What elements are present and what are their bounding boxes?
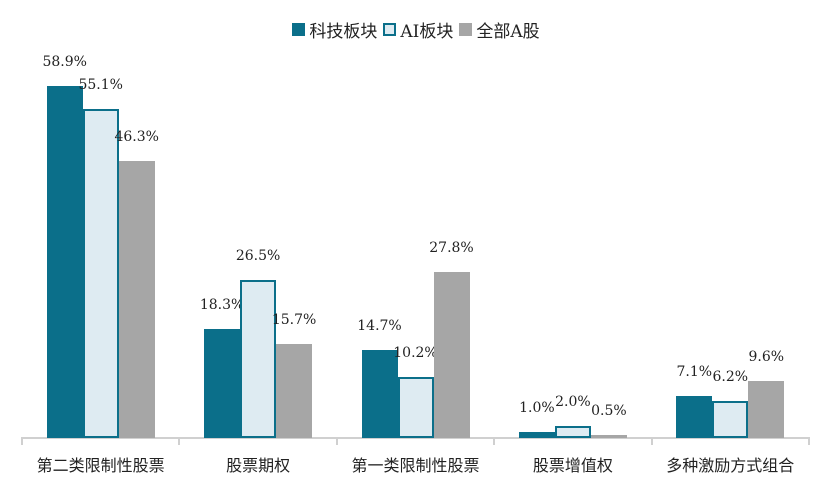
category-label: 股票期权 (226, 456, 291, 475)
legend-swatch-all (459, 23, 473, 36)
data-label: 46.3% (114, 129, 159, 146)
data-label: 1.0% (519, 400, 555, 417)
data-label: 10.2% (393, 345, 438, 362)
data-label: 26.5% (235, 247, 281, 264)
data-label: 6.2% (712, 368, 749, 385)
x-axis-tick (178, 437, 181, 445)
bar (204, 328, 241, 438)
bar (276, 344, 313, 438)
legend-label-tech: 科技板块 (309, 22, 378, 42)
data-label: 0.5% (591, 403, 627, 419)
data-label: 7.1% (676, 363, 713, 380)
legend-item-ai: AI板块 (383, 17, 453, 42)
legend-item-tech: 科技板块 (292, 17, 377, 42)
legend-label-ai: AI板块 (400, 22, 454, 42)
bar (748, 380, 785, 438)
bar (712, 400, 749, 438)
bar (590, 435, 627, 438)
legend-item-all: 全部A股 (459, 17, 540, 42)
bar (118, 161, 155, 438)
data-label: 58.9% (42, 54, 87, 70)
x-axis-tick (493, 437, 496, 445)
bar (397, 377, 434, 438)
legend-swatch-tech (292, 23, 306, 36)
data-label: 15.7% (271, 312, 317, 329)
bar (82, 108, 119, 438)
bar (518, 432, 555, 438)
category-label: 第二类限制性股票 (36, 456, 165, 475)
x-axis-tick (335, 437, 338, 445)
bar (46, 86, 83, 438)
x-axis (22, 437, 809, 439)
bar (676, 395, 713, 438)
x-axis-tick (650, 437, 653, 445)
bar (554, 426, 591, 438)
category-label: 股票增值权 (532, 456, 613, 475)
category-label: 第一类限制性股票 (351, 456, 480, 475)
category-label: 多种激励方式组合 (666, 456, 795, 475)
data-label: 27.8% (429, 239, 474, 256)
bar (433, 271, 470, 438)
legend-label-all: 全部A股 (476, 22, 540, 42)
x-axis-tick (808, 437, 810, 445)
data-label: 55.1% (78, 76, 123, 93)
data-label: 2.0% (555, 394, 591, 411)
legend-swatch-ai (383, 23, 397, 36)
chart-legend: 科技板块 AI板块 全部A股 (0, 17, 832, 42)
x-axis-tick (21, 437, 23, 445)
data-label: 18.3% (199, 296, 245, 313)
bar (361, 350, 398, 438)
data-label: 9.6% (748, 348, 785, 365)
data-label: 14.7% (357, 318, 402, 335)
bar (240, 279, 277, 438)
